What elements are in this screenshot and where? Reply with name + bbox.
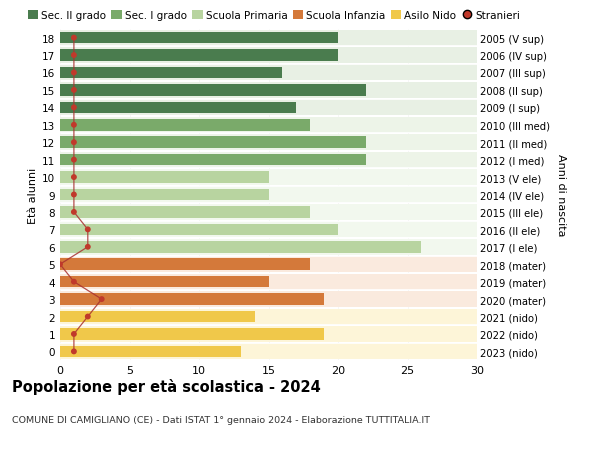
Bar (60, 311, 254, 323)
Bar (60, 346, 241, 358)
Point (69, 52, 79, 60)
Bar (60, 31, 477, 46)
Bar (60, 172, 269, 184)
Bar (60, 276, 269, 288)
Point (55, 261, 65, 269)
Bar (60, 222, 477, 238)
Bar (60, 85, 366, 96)
Bar (60, 187, 477, 203)
Bar (60, 67, 283, 79)
Bar (60, 204, 477, 220)
Y-axis label: Età alunni: Età alunni (28, 167, 38, 223)
Bar (60, 83, 477, 99)
Bar (60, 33, 338, 44)
Point (69, 157, 79, 164)
Bar (60, 344, 477, 359)
Point (97, 296, 107, 303)
Bar (60, 120, 310, 131)
Point (83, 226, 92, 234)
Text: Popolazione per età scolastica - 2024: Popolazione per età scolastica - 2024 (12, 379, 321, 395)
Bar (60, 135, 477, 151)
Bar (60, 170, 477, 186)
Bar (60, 294, 324, 305)
Y-axis label: Anni di nascita: Anni di nascita (556, 154, 566, 236)
Bar (60, 207, 310, 218)
Bar (60, 118, 477, 134)
Bar (60, 65, 477, 81)
Bar (60, 239, 477, 255)
Bar (60, 50, 338, 62)
Bar (60, 224, 338, 235)
Text: COMUNE DI CAMIGLIANO (CE) - Dati ISTAT 1° gennaio 2024 - Elaborazione TUTTITALIA: COMUNE DI CAMIGLIANO (CE) - Dati ISTAT 1… (12, 415, 430, 425)
Point (69, 87, 79, 95)
Point (69, 278, 79, 285)
Point (69, 330, 79, 338)
Point (83, 313, 92, 320)
Point (83, 244, 92, 251)
Bar (60, 291, 477, 308)
Bar (60, 137, 366, 149)
Bar (60, 100, 477, 116)
Bar (60, 326, 477, 342)
Bar (60, 241, 421, 253)
Point (69, 70, 79, 77)
Bar (60, 155, 366, 166)
Point (69, 348, 79, 355)
Point (69, 174, 79, 181)
Bar (60, 309, 477, 325)
Legend: Sec. II grado, Sec. I grado, Scuola Primaria, Scuola Infanzia, Asilo Nido, Stran: Sec. II grado, Sec. I grado, Scuola Prim… (28, 11, 520, 21)
Bar (60, 189, 269, 201)
Point (69, 35, 79, 42)
Point (69, 105, 79, 112)
Bar (60, 274, 477, 290)
Bar (60, 102, 296, 114)
Point (69, 191, 79, 199)
Bar (60, 259, 310, 270)
Point (69, 209, 79, 216)
Bar (60, 257, 477, 273)
Bar (60, 48, 477, 64)
Bar (60, 152, 477, 168)
Bar (60, 329, 324, 340)
Point (69, 139, 79, 146)
Point (69, 122, 79, 129)
